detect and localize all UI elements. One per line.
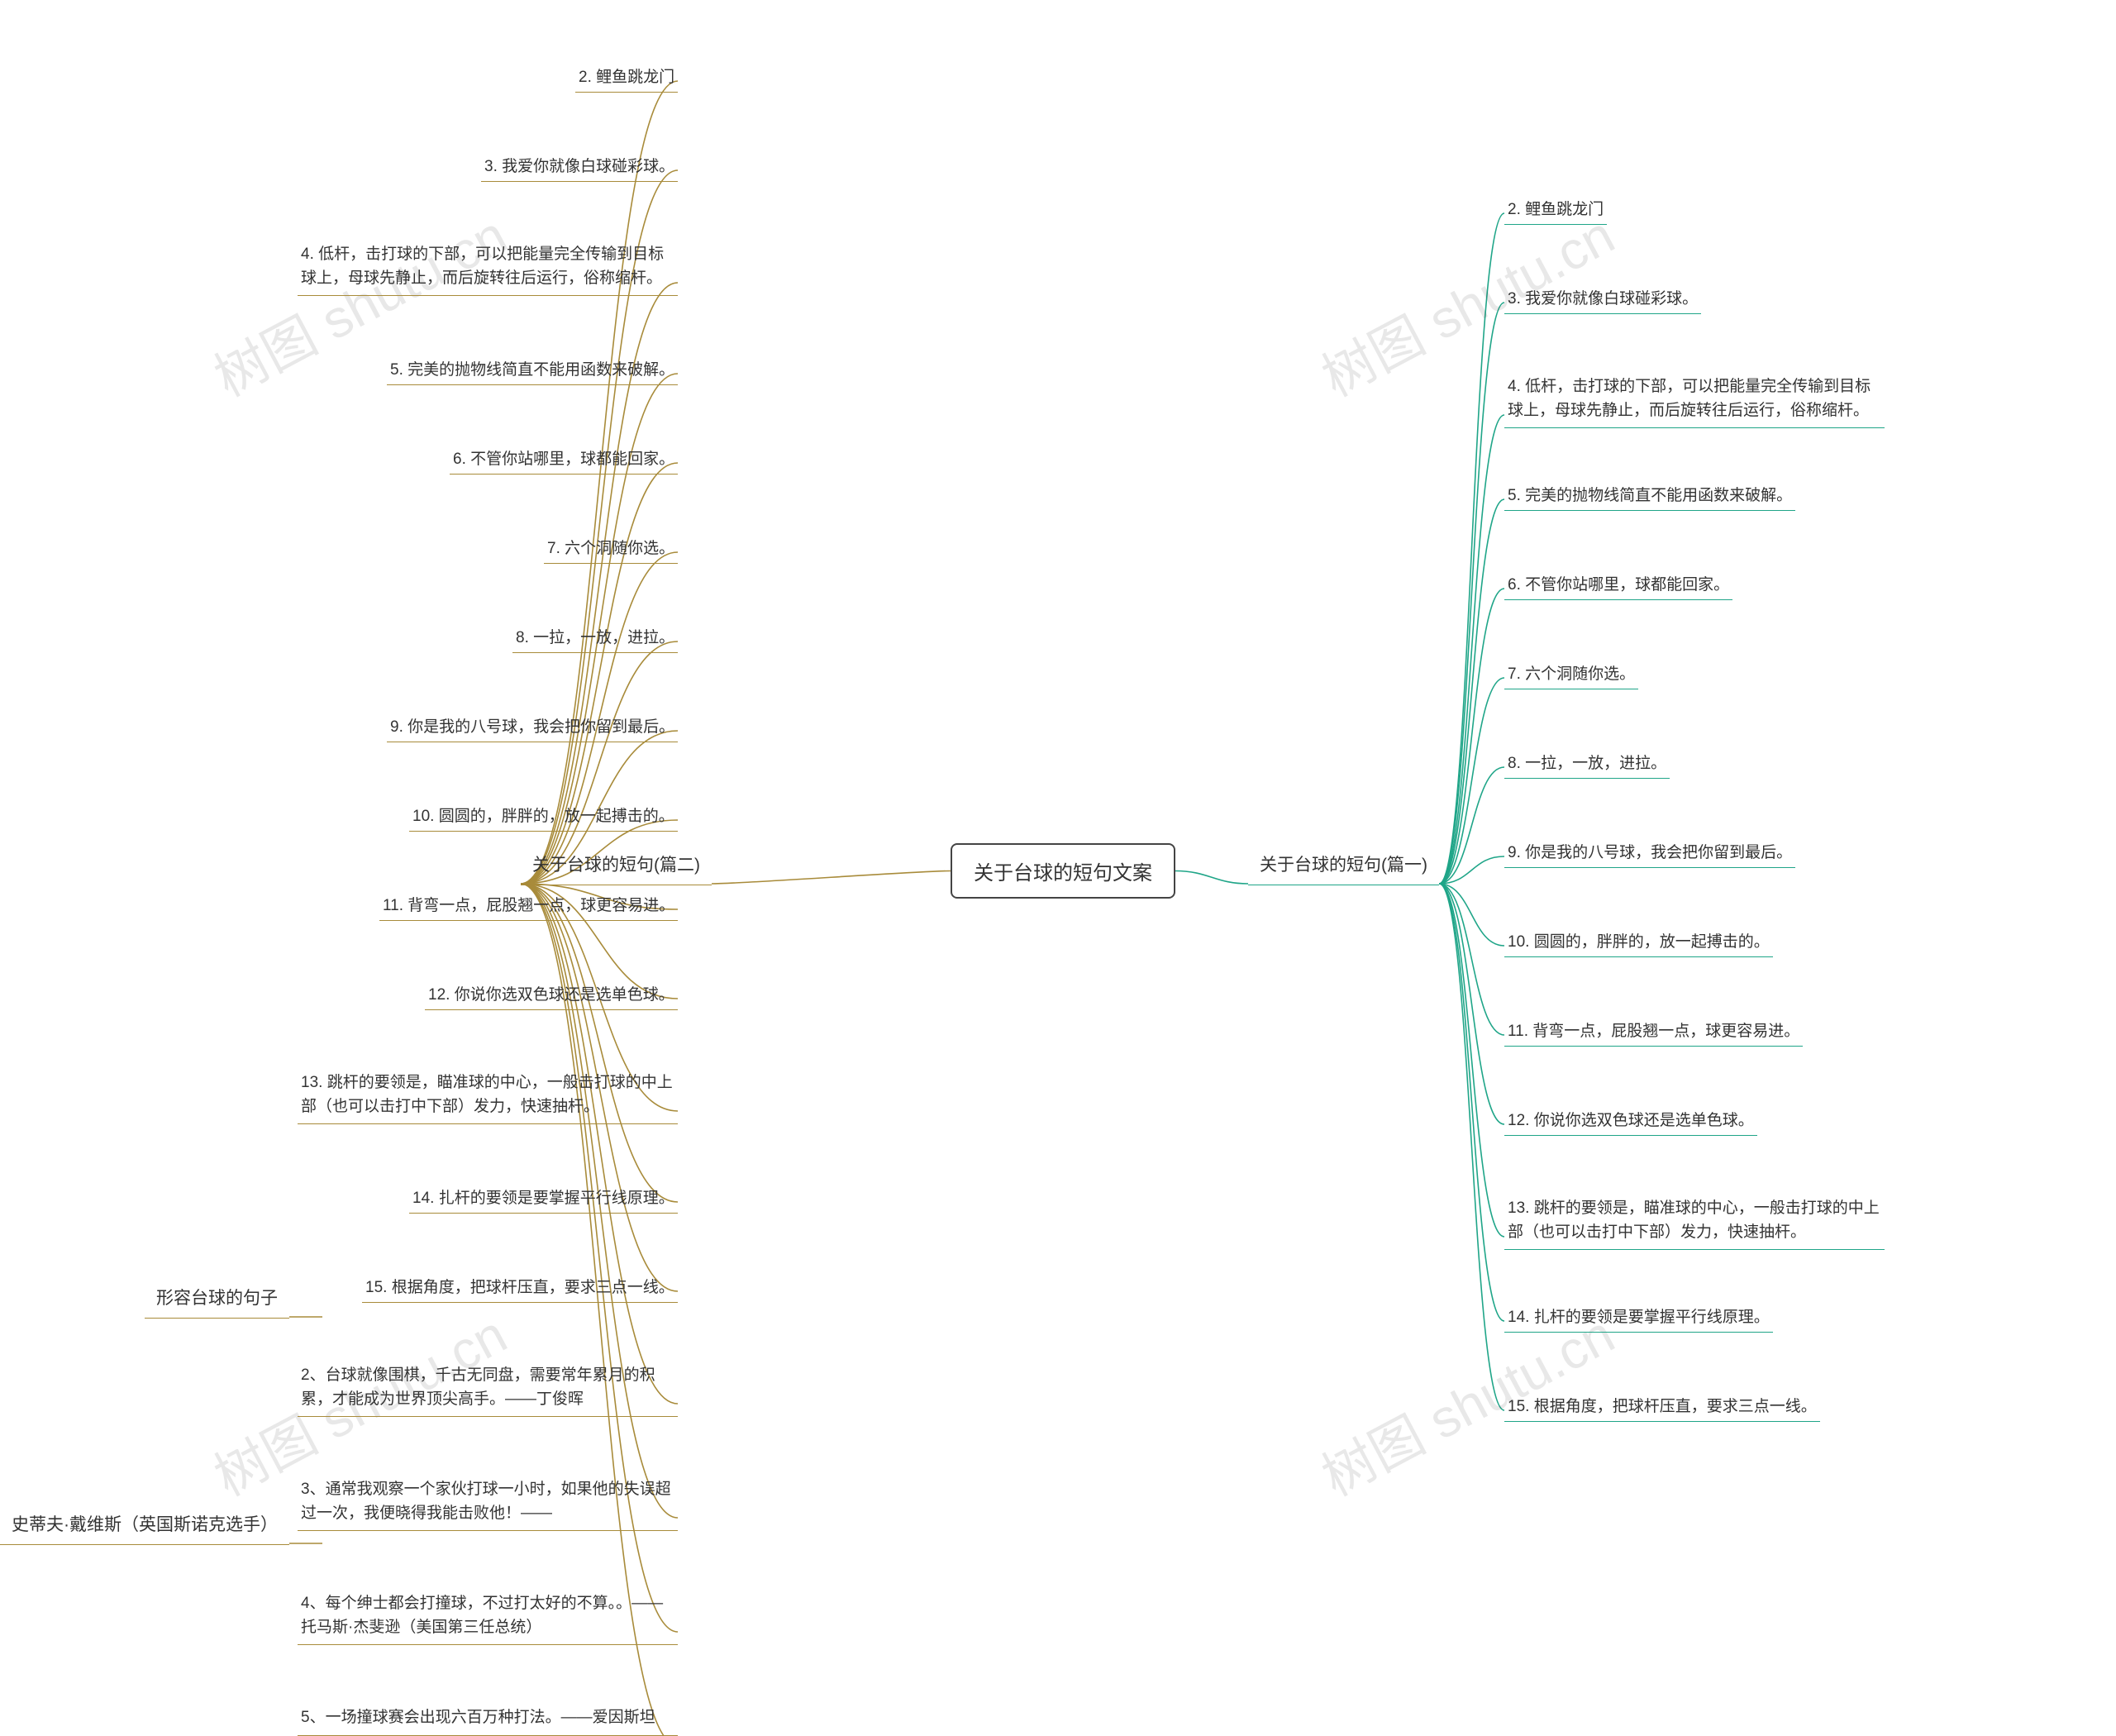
right-leaf[interactable]: 6. 不管你站哪里，球都能回家。 xyxy=(1504,565,1732,600)
left-leaf[interactable]: 6. 不管你站哪里，球都能回家。 xyxy=(450,440,678,475)
left-leaf[interactable]: 8. 一拉，一放，进拉。 xyxy=(512,618,678,653)
right-leaf[interactable]: 12. 你说你选双色球还是选单色球。 xyxy=(1504,1101,1757,1136)
left-leaf[interactable]: 7. 六个洞随你选。 xyxy=(544,529,678,564)
left-leaf[interactable]: 10. 圆圆的，胖胖的，放一起搏击的。 xyxy=(409,797,678,832)
branch-left[interactable]: 关于台球的短句(篇二) xyxy=(521,843,712,885)
right-leaf[interactable]: 2. 鲤鱼跳龙门 xyxy=(1504,190,1607,225)
left-leaf[interactable]: 13. 跳杆的要领是，瞄准球的中心，一般击打球的中上部（也可以击打中下部）发力，… xyxy=(298,1065,678,1124)
root-node[interactable]: 关于台球的短句文案 xyxy=(951,843,1175,899)
right-leaf[interactable]: 10. 圆圆的，胖胖的，放一起搏击的。 xyxy=(1504,923,1773,957)
left-leaf[interactable]: 2. 鲤鱼跳龙门 xyxy=(575,58,678,93)
mindmap-canvas: 树图 shutu.cn 树图 shutu.cn 树图 shutu.cn 树图 s… xyxy=(0,0,2116,1736)
branch-right[interactable]: 关于台球的短句(篇一) xyxy=(1248,843,1439,885)
left-leaf[interactable]: 14. 扎杆的要领是要掌握平行线原理。 xyxy=(409,1179,678,1214)
left-leaf[interactable]: 4. 低杆，击打球的下部，可以把能量完全传输到目标球上，母球先静止，而后旋转往后… xyxy=(298,236,678,296)
left-leaf[interactable]: 4、每个绅士都会打撞球，不过打太好的不算。。——托马斯·杰斐逊（美国第三任总统） xyxy=(298,1586,678,1645)
right-leaf[interactable]: 11. 背弯一点，屁股翘一点，球更容易进。 xyxy=(1504,1012,1803,1047)
left-leaf[interactable]: 2、台球就像围棋，千古无同盘，需要常年累月的积累，才能成为世界顶尖高手。——丁俊… xyxy=(298,1357,678,1417)
right-leaf[interactable]: 14. 扎杆的要领是要掌握平行线原理。 xyxy=(1504,1298,1773,1333)
left-leaf[interactable]: 3、通常我观察一个家伙打球一小时，如果他的失误超过一次，我便晓得我能击败他！—— xyxy=(298,1471,678,1531)
right-leaf[interactable]: 8. 一拉，一放，进拉。 xyxy=(1504,744,1670,779)
left-leaf[interactable]: 9. 你是我的八号球，我会把你留到最后。 xyxy=(387,708,678,742)
right-leaf[interactable]: 9. 你是我的八号球，我会把你留到最后。 xyxy=(1504,833,1795,868)
left-leaf[interactable]: 11. 背弯一点，屁股翘一点，球更容易进。 xyxy=(379,886,678,921)
left-leaf[interactable]: 5、一场撞球赛会出现六百万种打法。——爱因斯坦 xyxy=(298,1700,678,1736)
right-leaf[interactable]: 13. 跳杆的要领是，瞄准球的中心，一般击打球的中上部（也可以击打中下部）发力，… xyxy=(1504,1190,1885,1250)
left-leaf[interactable]: 15. 根据角度，把球杆压直，要求三点一线。 xyxy=(362,1268,678,1303)
branch-left-sub3[interactable]: 史蒂夫·戴维斯（英国斯诺克选手） xyxy=(0,1503,289,1545)
right-leaf[interactable]: 7. 六个洞随你选。 xyxy=(1504,655,1638,689)
right-leaf[interactable]: 5. 完美的抛物线简直不能用函数来破解。 xyxy=(1504,476,1795,511)
left-leaf[interactable]: 5. 完美的抛物线简直不能用函数来破解。 xyxy=(387,351,678,385)
left-leaf[interactable]: 12. 你说你选双色球还是选单色球。 xyxy=(425,975,678,1010)
right-leaf[interactable]: 4. 低杆，击打球的下部，可以把能量完全传输到目标球上，母球先静止，而后旋转往后… xyxy=(1504,369,1885,428)
right-leaf[interactable]: 3. 我爱你就像白球碰彩球。 xyxy=(1504,279,1701,314)
left-leaf[interactable]: 3. 我爱你就像白球碰彩球。 xyxy=(481,147,678,182)
right-leaf[interactable]: 15. 根据角度，把球杆压直，要求三点一线。 xyxy=(1504,1387,1820,1422)
branch-left-sub2[interactable]: 形容台球的句子 xyxy=(145,1276,289,1319)
